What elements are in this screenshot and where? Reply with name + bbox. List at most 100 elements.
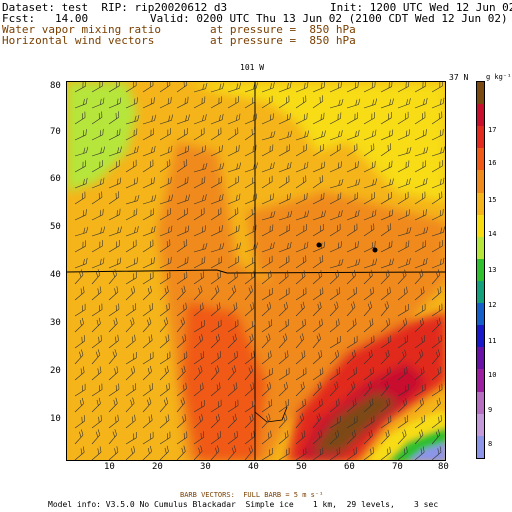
wind-barb [414, 317, 424, 333]
colorbar-swatch [477, 82, 484, 105]
wind-barb [346, 381, 356, 397]
wind-barb [261, 382, 272, 397]
wind-barb [210, 285, 220, 301]
wind-barb [142, 414, 153, 429]
wind-barb [210, 207, 222, 221]
wind-barb [74, 317, 84, 333]
wind-barb [142, 128, 154, 141]
colorbar-swatch [477, 325, 484, 348]
wind-barb [193, 271, 205, 285]
wind-barb [397, 398, 408, 413]
wind-barb [431, 286, 442, 301]
wind-barb [312, 255, 324, 269]
wind-barb [244, 82, 258, 93]
wind-barb [295, 95, 307, 109]
wind-barb [125, 351, 137, 365]
field-2-level: at pressure = 850 hPa [210, 34, 356, 47]
wind-barb [312, 95, 324, 109]
city-marker [316, 242, 322, 248]
wind-barb [244, 175, 256, 189]
wind-barb [312, 223, 324, 237]
field-1-level: at pressure = 850 hPa [210, 23, 356, 36]
wind-barb [74, 240, 86, 253]
wind-barb [210, 351, 222, 365]
wind-barb [108, 366, 119, 381]
colorbar-swatch [477, 192, 484, 215]
wind-barb [295, 255, 307, 269]
wind-barb [295, 161, 309, 173]
wind-barb [193, 114, 207, 125]
wind-barb [295, 175, 307, 189]
color-scale-bar [476, 81, 485, 459]
wind-barb [431, 128, 444, 141]
wind-barb [125, 114, 140, 125]
wind-barb [176, 145, 190, 157]
x-tick: 80 [438, 462, 449, 472]
wind-barb [244, 193, 258, 205]
colorbar-label: 16 [488, 159, 497, 167]
wind-barb [312, 333, 321, 349]
city-marker [372, 247, 378, 253]
wind-barb [329, 335, 341, 349]
wind-barb [414, 383, 426, 397]
wind-barb [346, 129, 360, 141]
wind-barb [159, 285, 169, 301]
wind-barb [295, 367, 307, 381]
wind-barb [329, 130, 343, 141]
wind-barb [363, 429, 373, 445]
wind-barb [295, 301, 305, 317]
wind-barb [295, 210, 310, 221]
wind-barb [278, 367, 290, 381]
wind-barb [278, 144, 290, 157]
wind-barb [380, 240, 393, 253]
wind-barb [363, 381, 373, 397]
wind-barb [295, 192, 308, 205]
wind-barb [159, 351, 171, 365]
wind-barb [414, 226, 429, 237]
wind-barb [278, 224, 290, 237]
y-tick: 20 [50, 366, 61, 376]
wind-barb [176, 127, 188, 141]
wind-barb [431, 446, 442, 460]
wind-barb [380, 143, 392, 157]
wind-barb [397, 446, 408, 460]
wind-barb [193, 285, 203, 301]
wind-barb [108, 111, 120, 125]
wind-barb [91, 446, 102, 460]
wind-barb [244, 270, 255, 285]
wind-barb [431, 257, 445, 269]
wind-barb [210, 127, 222, 141]
wind-barb [91, 177, 105, 189]
wind-barb [125, 128, 138, 141]
wind-barb [363, 286, 374, 301]
wind-barb [210, 256, 222, 269]
wind-barb [363, 301, 373, 317]
colorbar-label: 11 [488, 337, 497, 345]
wind-barb [329, 258, 344, 269]
wind-barb [363, 178, 378, 189]
wind-barb [261, 255, 273, 269]
wind-barb [159, 96, 172, 109]
wind-barb [363, 258, 378, 269]
wind-barb [210, 82, 225, 93]
colorbar-swatch [477, 236, 484, 259]
wind-barb [363, 349, 373, 365]
wind-barb [329, 223, 341, 237]
wind-barb [397, 415, 409, 429]
wind-barb [159, 397, 169, 413]
wind-barb [261, 350, 272, 365]
wind-barb [193, 334, 204, 349]
wind-barb [74, 129, 87, 141]
wind-barb [193, 399, 205, 413]
wind-barb [312, 350, 323, 365]
colorbar-swatch [477, 214, 484, 237]
orange-band-east [247, 192, 445, 282]
wind-barb [380, 223, 392, 237]
wind-barb [346, 82, 359, 93]
colorbar-swatch [477, 391, 484, 414]
wind-barb [142, 82, 154, 93]
wind-barb [227, 319, 239, 333]
wind-barb [295, 82, 309, 93]
wind-barb [227, 256, 239, 269]
wind-barb [176, 239, 188, 253]
